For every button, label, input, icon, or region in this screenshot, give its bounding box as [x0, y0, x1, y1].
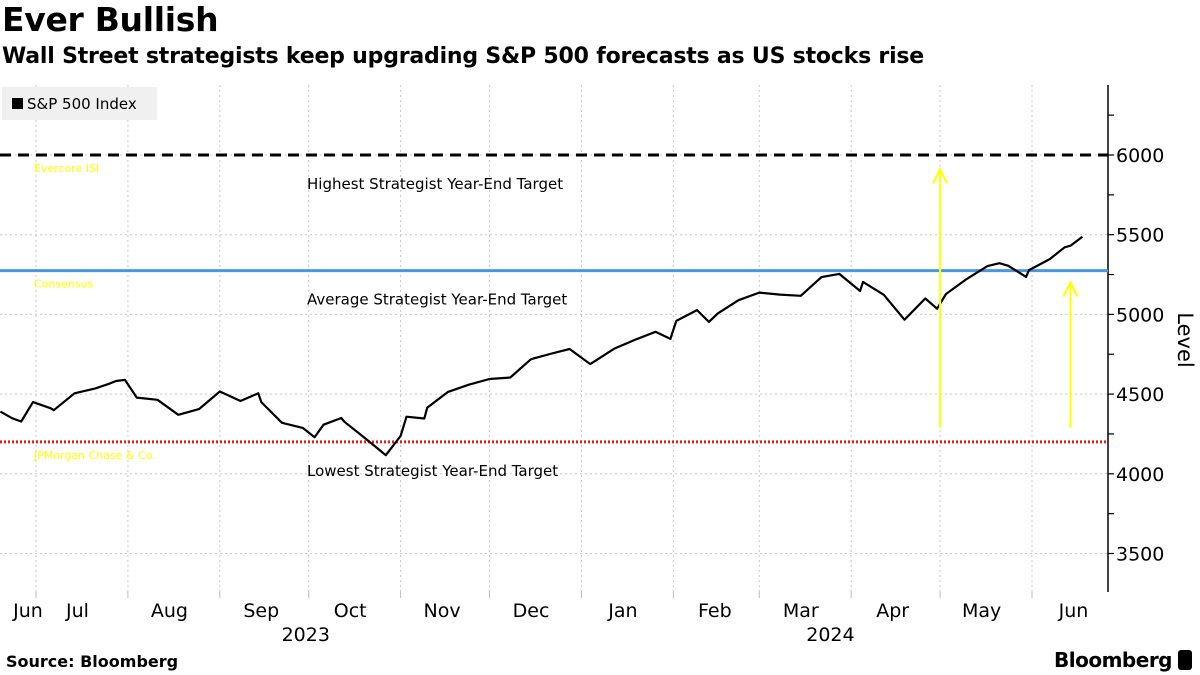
x-year-label: 2024 — [806, 624, 854, 646]
brand-logo: Bloomberg — [1054, 648, 1192, 672]
x-tick-label: Mar — [783, 600, 819, 622]
reference-source-label: Consensus — [34, 278, 94, 291]
x-tick-label: Jan — [607, 600, 637, 622]
reference-line-label: Lowest Strategist Year-End Target — [307, 462, 558, 480]
legend: S&P 500 Index — [2, 87, 157, 120]
y-tick-label: 4000 — [1116, 464, 1164, 486]
y-tick-label: 5000 — [1116, 304, 1164, 326]
x-tick-label: Jun — [12, 600, 43, 622]
series — [0, 235, 1084, 457]
legend-swatch — [12, 98, 23, 109]
series-line-sp500 — [0, 235, 1084, 457]
reference-line-label: Average Strategist Year-End Target — [307, 291, 567, 309]
x-tick-label: Feb — [698, 600, 732, 622]
x-axis: Jun Jul Aug Sep Oct Nov Dec Jan Feb Mar Apr May Jun 2… — [12, 600, 1088, 646]
x-tick-label: Jul — [65, 600, 89, 622]
arrow-up-icon — [932, 167, 949, 184]
x-tick-label: Sep — [243, 600, 279, 622]
y-tick-label: 3500 — [1116, 544, 1164, 566]
x-tick-label: Jun — [1058, 600, 1089, 622]
arrow-up-icon — [1062, 280, 1079, 297]
reference-source-label: JPMorgan Chase & Co. — [33, 449, 156, 462]
reference-source-label: Evercore ISI — [34, 162, 99, 175]
x-tick-label: Apr — [876, 600, 909, 622]
y-tick-label: 6000 — [1116, 145, 1164, 167]
reference-line-label: Highest Strategist Year-End Target — [307, 175, 563, 193]
x-tick-label: Nov — [424, 600, 461, 622]
chart-title: Ever Bullish — [2, 0, 219, 39]
annotation-arrows — [932, 167, 1079, 428]
grid — [0, 85, 1108, 598]
y-axis: Level 3500 4000 4500 5000 5500 6000 — [1107, 85, 1197, 592]
source-note: Source: Bloomberg — [6, 652, 179, 671]
x-tick-label: Aug — [151, 600, 188, 622]
chart-subtitle: Wall Street strategists keep upgrading S… — [2, 44, 925, 69]
x-tick-label: Dec — [513, 600, 550, 622]
x-tick-label: Oct — [334, 600, 367, 622]
brand-name: Bloomberg — [1054, 648, 1172, 672]
legend-label: S&P 500 Index — [27, 94, 137, 113]
bloomberg-terminal-icon — [1178, 650, 1192, 670]
x-year-label: 2023 — [282, 624, 330, 646]
y-axis-label: Level — [1173, 312, 1197, 367]
y-tick-label: 5500 — [1116, 225, 1164, 247]
y-tick-label: 4500 — [1116, 384, 1164, 406]
reference-lines: Evercore ISI Highest Strategist Year-End … — [0, 153, 1108, 480]
x-tick-label: May — [962, 600, 1001, 622]
